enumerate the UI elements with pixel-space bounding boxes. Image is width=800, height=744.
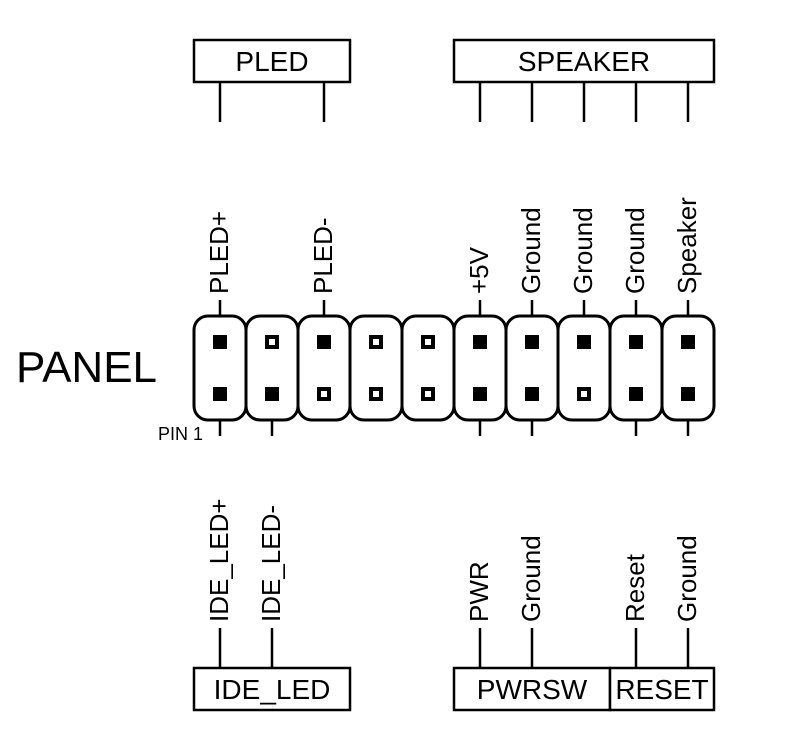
pin-column-outline (298, 316, 350, 420)
pin-label-bottom: IDE_LED- (256, 505, 286, 622)
pin-filled (525, 387, 539, 401)
pin-label-bottom: Ground (672, 535, 702, 622)
pin-filled (629, 335, 643, 349)
pin-label-top: Ground (568, 207, 598, 294)
pin-filled (213, 335, 227, 349)
pin1-label: PIN 1 (158, 424, 203, 444)
pin-label-bottom: PWR (464, 561, 494, 622)
pin-filled (473, 387, 487, 401)
pin-filled (265, 387, 279, 401)
pin-label-bottom: IDE_LED+ (204, 498, 234, 622)
pin-filled (213, 387, 227, 401)
pin-label-top: PLED+ (204, 211, 234, 294)
header-label-bottom: PWRSW (477, 674, 588, 705)
pin-column-outline (246, 316, 298, 420)
header-label-top: SPEAKER (518, 46, 650, 77)
pin-column-outline (350, 316, 402, 420)
pin-column-outline (662, 316, 714, 420)
pin-label-top: Ground (516, 207, 546, 294)
pin-label-top: PLED- (308, 217, 338, 294)
pin-column-outline (194, 316, 246, 420)
pin-column-outline (454, 316, 506, 420)
pin-filled (525, 335, 539, 349)
pin-filled (681, 335, 695, 349)
pin-filled (681, 387, 695, 401)
pin-label-top: Speaker (672, 197, 702, 294)
pin-column-outline (558, 316, 610, 420)
header-label-bottom: RESET (615, 674, 708, 705)
panel-pinout-diagram: PANEL PIN 1 PLED+ PLED- +5V Ground Ground Groun… (0, 0, 800, 744)
pin-filled (577, 335, 591, 349)
pin-column-outline (506, 316, 558, 420)
pin-label-bottom: Ground (516, 535, 546, 622)
pin-filled (317, 335, 331, 349)
header-label-top: PLED (235, 46, 308, 77)
pin-label-bottom: Reset (620, 553, 650, 622)
pin-label-top: +5V (464, 246, 494, 294)
pin-filled (473, 335, 487, 349)
pin-column-outline (402, 316, 454, 420)
panel-label: PANEL (16, 343, 157, 392)
pin-column-outline (610, 316, 662, 420)
pin-label-top: Ground (620, 207, 650, 294)
header-label-bottom: IDE_LED (214, 674, 331, 705)
pin-filled (629, 387, 643, 401)
